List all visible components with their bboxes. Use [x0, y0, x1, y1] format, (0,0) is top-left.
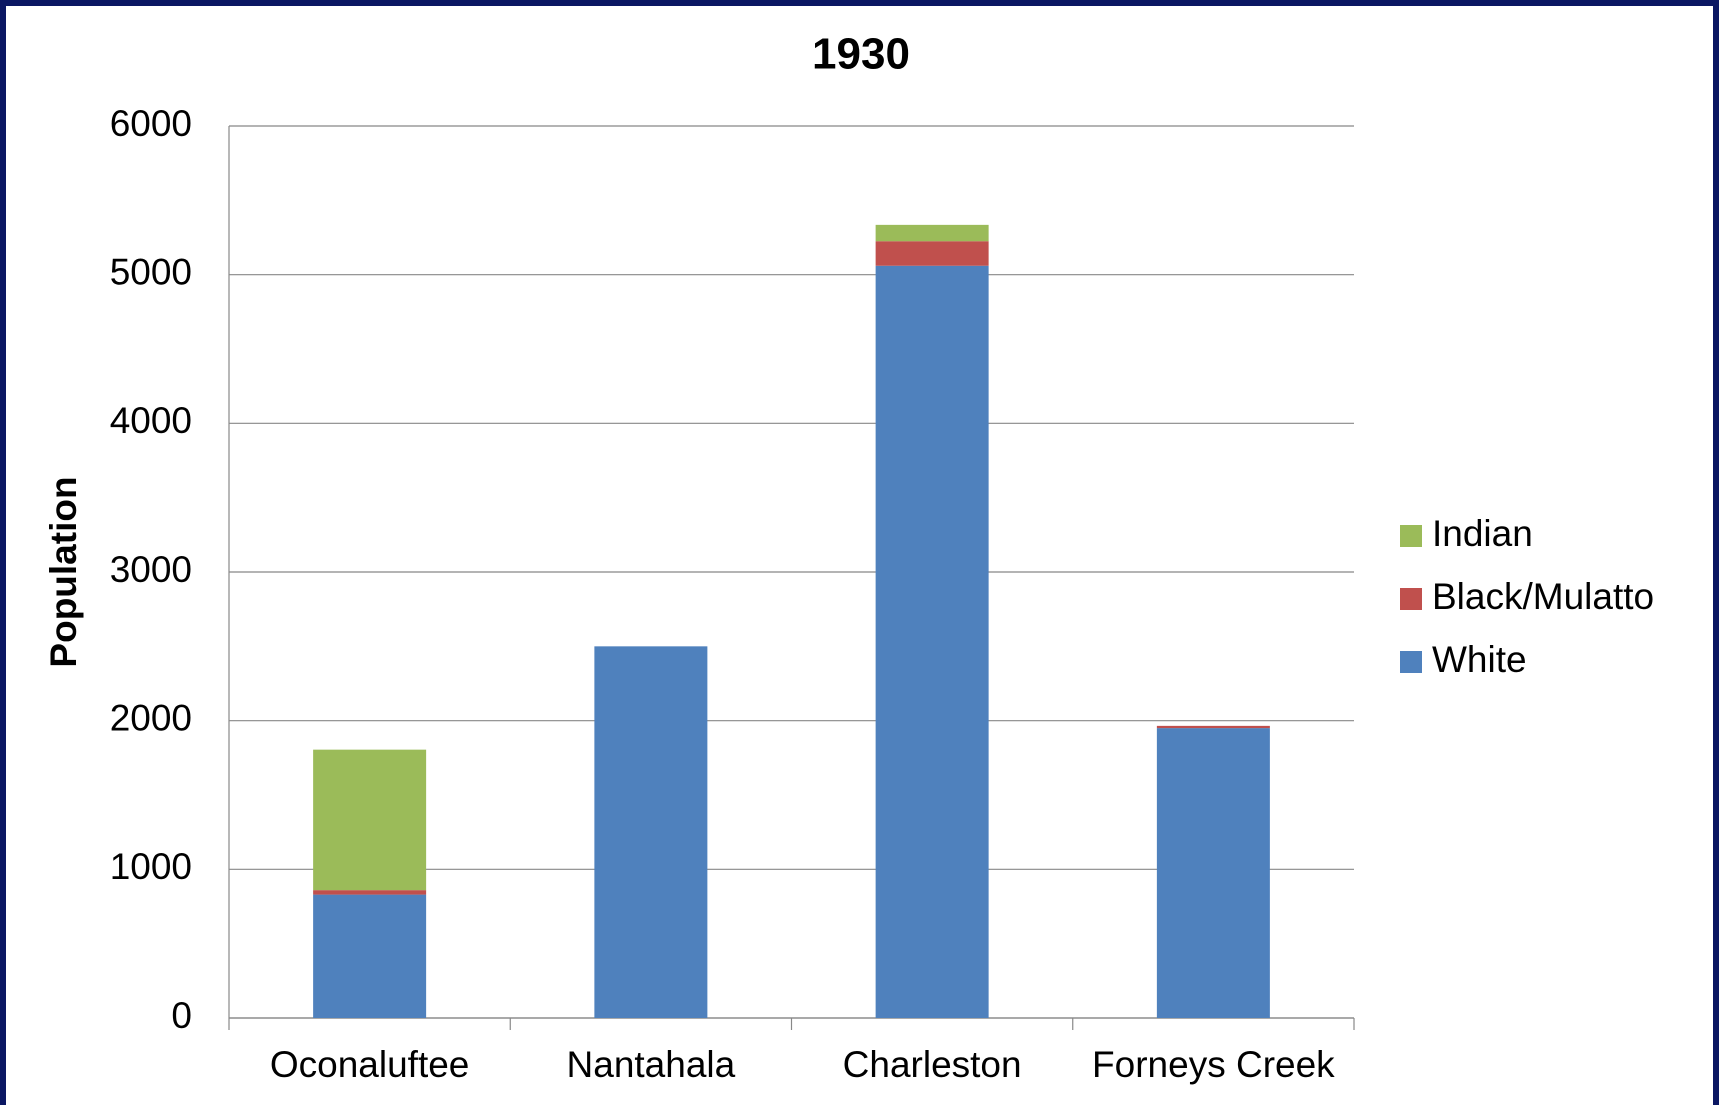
x-tick-label: Charleston — [843, 1044, 1022, 1085]
x-tick-label: Oconaluftee — [270, 1044, 470, 1085]
y-tick-label: 1000 — [110, 846, 192, 887]
legend-label: Black/Mulatto — [1432, 576, 1654, 617]
y-tick-label: 5000 — [110, 251, 192, 292]
legend-swatch — [1400, 651, 1422, 673]
bar-segment — [313, 749, 427, 891]
chart-title: 1930 — [812, 30, 910, 79]
y-tick-label: 2000 — [110, 697, 192, 738]
bar-segment — [875, 224, 989, 242]
bar-segment — [1156, 725, 1270, 729]
bar-segment — [875, 265, 989, 1018]
bar-segment — [875, 241, 989, 266]
y-tick-label: 6000 — [110, 103, 192, 144]
bar-segment — [1156, 728, 1270, 1018]
x-tick-label: Nantahala — [567, 1044, 736, 1085]
y-tick-label: 4000 — [110, 400, 192, 441]
bar-segment — [313, 894, 427, 1018]
legend-label: White — [1432, 639, 1527, 680]
legend-label: Indian — [1432, 513, 1533, 554]
legend-swatch — [1400, 525, 1422, 547]
x-tick-label: Forneys Creek — [1092, 1044, 1335, 1085]
chart-frame — [6, 6, 1713, 1105]
bar-segment — [313, 890, 427, 895]
bar-segment — [594, 646, 708, 1018]
y-tick-label: 3000 — [110, 549, 192, 590]
y-axis-label: Population — [43, 476, 84, 667]
y-tick-label: 0 — [171, 995, 192, 1036]
legend-swatch — [1400, 588, 1422, 610]
